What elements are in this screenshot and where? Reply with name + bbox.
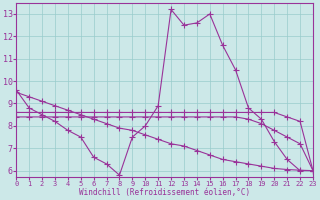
X-axis label: Windchill (Refroidissement éolien,°C): Windchill (Refroidissement éolien,°C) bbox=[79, 188, 250, 197]
